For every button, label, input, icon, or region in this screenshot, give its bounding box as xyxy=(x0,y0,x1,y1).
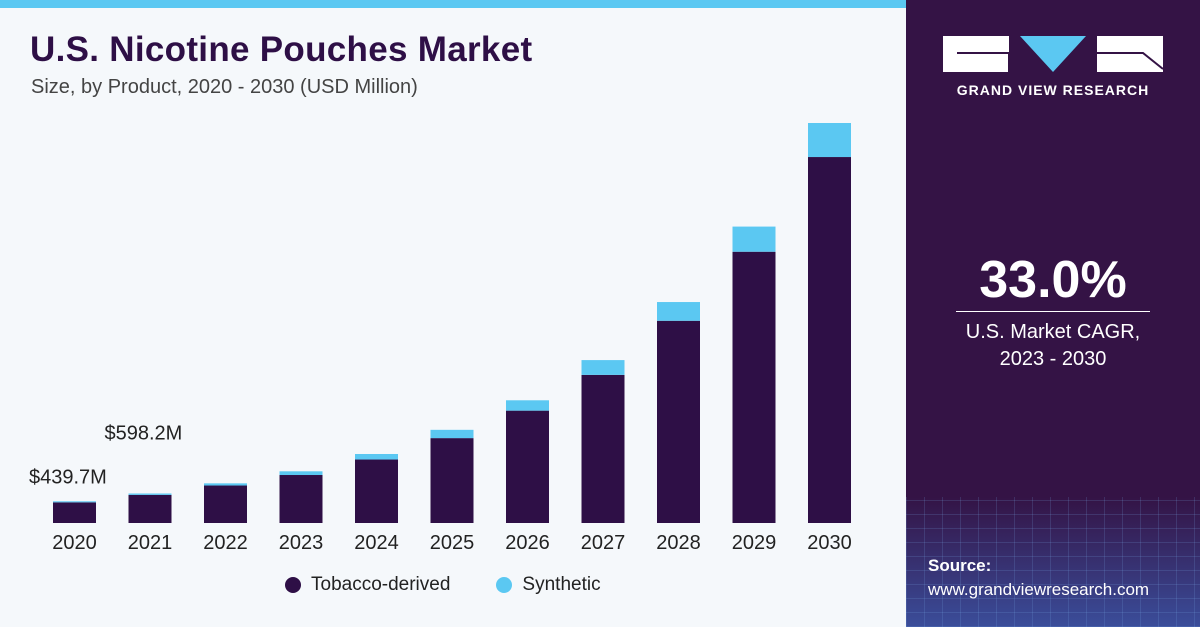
bar-synthetic-2029 xyxy=(732,226,776,252)
bar-synthetic-2027 xyxy=(581,360,625,375)
source-label: Source: xyxy=(928,556,992,575)
bar-synthetic-2026 xyxy=(506,400,549,411)
bar-tobacco-2020 xyxy=(53,502,96,523)
accent-strip xyxy=(0,0,906,8)
bar-tobacco-2028 xyxy=(657,320,700,523)
x-tick-label: 2022 xyxy=(203,532,248,554)
info-sidebar: GRAND VIEW RESEARCH 33.0% U.S. Market CA… xyxy=(906,0,1200,627)
legend-swatch-synthetic xyxy=(496,577,513,593)
cagr-label: U.S. Market CAGR, xyxy=(965,321,1141,343)
logo-text: GRAND VIEW RESEARCH xyxy=(956,82,1150,98)
bar-synthetic-2030 xyxy=(808,123,851,158)
chart-panel: U.S. Nicotine Pouches Market Size, by Pr… xyxy=(0,0,906,596)
bar-synthetic-2024 xyxy=(355,453,398,460)
bar-tobacco-2026 xyxy=(506,410,549,523)
bar-tobacco-2029 xyxy=(732,251,776,523)
x-tick-label: 2027 xyxy=(581,532,626,554)
x-tick-label: 2028 xyxy=(656,532,701,554)
legend-swatch-tobacco xyxy=(285,577,301,593)
cagr-value: 33.0% xyxy=(979,251,1127,309)
legend-item-tobacco: Tobacco-derived xyxy=(285,574,450,596)
bar-tobacco-2023 xyxy=(279,475,323,523)
cagr-period: 2023 - 2030 xyxy=(999,348,1107,370)
x-tick-label: 2029 xyxy=(732,532,777,554)
bar-synthetic-2021 xyxy=(128,493,172,495)
x-tick-label: 2020 xyxy=(52,532,97,554)
x-tick-label: 2024 xyxy=(354,532,399,554)
value-label-2020: $439.7M xyxy=(29,466,107,488)
x-tick-label: 2021 xyxy=(128,532,173,554)
decorative-grid xyxy=(906,497,1200,627)
grand-view-research-logo xyxy=(943,36,1163,72)
bar-tobacco-2022 xyxy=(204,485,247,523)
chart-title: U.S. Nicotine Pouches Market xyxy=(30,30,533,69)
bar-tobacco-2025 xyxy=(430,438,474,523)
legend-item-synthetic: Synthetic xyxy=(496,574,601,596)
bar-synthetic-2020 xyxy=(53,501,96,503)
bar-tobacco-2021 xyxy=(128,494,172,523)
bar-synthetic-2025 xyxy=(430,429,474,439)
bar-chart: 2020 2021 2022 2023 2024 2025 2026 2027 2028 2029… xyxy=(29,123,852,554)
bar-tobacco-2027 xyxy=(581,374,625,523)
legend-label-synthetic: Synthetic xyxy=(522,574,601,595)
bar-synthetic-2028 xyxy=(657,302,700,321)
bar-synthetic-2022 xyxy=(204,483,247,486)
bar-tobacco-2024 xyxy=(355,459,398,523)
x-tick-label: 2030 xyxy=(807,532,852,554)
value-label-2021: $598.2M xyxy=(105,423,183,445)
chart-subtitle: Size, by Product, 2020 - 2030 (USD Milli… xyxy=(31,76,418,98)
x-tick-label: 2026 xyxy=(505,532,550,554)
bar-synthetic-2023 xyxy=(279,471,323,476)
legend-label-tobacco: Tobacco-derived xyxy=(311,574,451,595)
source-link[interactable]: www.grandviewresearch.com xyxy=(928,580,1150,599)
x-tick-label: 2025 xyxy=(430,532,475,554)
x-tick-label: 2023 xyxy=(279,532,324,554)
cagr-divider xyxy=(956,311,1150,312)
legend: Tobacco-derived Synthetic xyxy=(285,574,647,596)
bar-tobacco-2030 xyxy=(808,157,851,524)
